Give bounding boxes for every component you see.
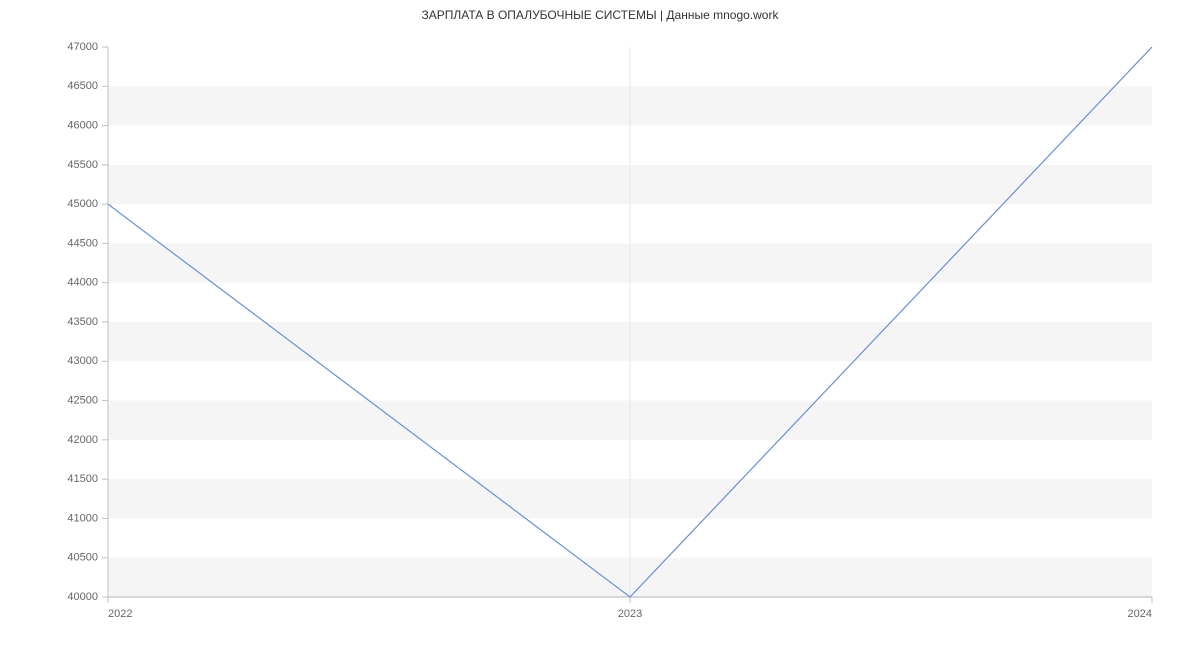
x-tick-label: 2022 bbox=[108, 608, 132, 620]
salary-chart: ЗАРПЛАТА В ОПАЛУБОЧНЫЕ СИСТЕМЫ | Данные … bbox=[0, 0, 1200, 650]
y-tick-label: 43000 bbox=[67, 355, 98, 367]
chart-title: ЗАРПЛАТА В ОПАЛУБОЧНЫЕ СИСТЕМЫ | Данные … bbox=[0, 8, 1200, 22]
chart-canvas: 40000 40500 41000 41500 42000 42500 43000 43500… bbox=[0, 0, 1200, 650]
y-tick-label: 44000 bbox=[67, 277, 98, 289]
y-tick-label: 40000 bbox=[67, 591, 98, 603]
y-tick-label: 42500 bbox=[67, 394, 98, 406]
y-tick-label: 42000 bbox=[67, 434, 98, 446]
x-tick-label: 2024 bbox=[1128, 608, 1152, 620]
y-tick-label: 43500 bbox=[67, 316, 98, 328]
y-tick-label: 45000 bbox=[67, 198, 98, 210]
y-tick-label: 41000 bbox=[67, 512, 98, 524]
y-tick-label: 46500 bbox=[67, 80, 98, 92]
x-tick-label: 2023 bbox=[618, 608, 642, 620]
y-tick-label: 47000 bbox=[67, 41, 98, 53]
y-tick-label: 41500 bbox=[67, 473, 98, 485]
y-tick-label: 40500 bbox=[67, 552, 98, 564]
y-tick-label: 44500 bbox=[67, 237, 98, 249]
y-tick-label: 46000 bbox=[67, 119, 98, 131]
y-tick-label: 45500 bbox=[67, 159, 98, 171]
